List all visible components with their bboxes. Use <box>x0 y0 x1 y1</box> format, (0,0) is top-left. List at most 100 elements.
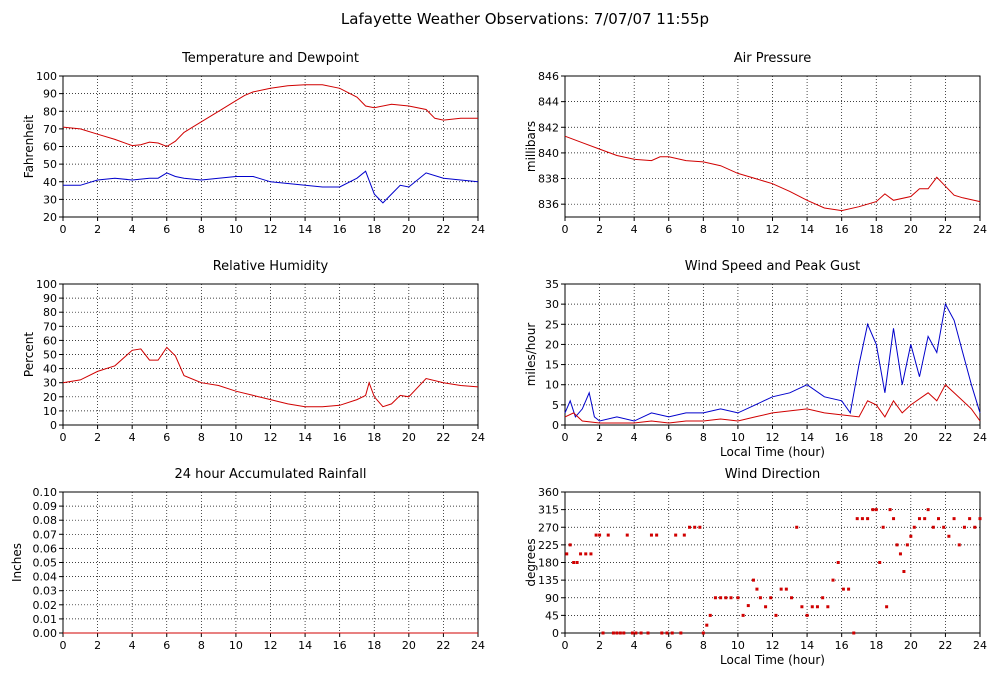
y-tick-label: 60 <box>43 334 57 347</box>
x-tick-label: 10 <box>731 431 745 444</box>
y-tick-label: 90 <box>43 88 57 101</box>
series-line-0 <box>564 135 981 212</box>
wind-direction-point <box>634 631 638 635</box>
x-tick-label: 18 <box>869 431 883 444</box>
x-tick-label: 24 <box>471 223 485 236</box>
chart-title: Wind Direction <box>725 467 821 482</box>
y-axis-label: Percent <box>22 332 36 377</box>
wind-direction-point <box>606 533 610 537</box>
y-axis-label: Fahrenheit <box>22 114 36 178</box>
x-tick-label: 2 <box>94 431 101 444</box>
wind-direction-point <box>713 596 717 600</box>
wind-direction-point <box>905 543 909 547</box>
wind-direction-point <box>630 631 634 635</box>
y-tick-label: 50 <box>43 349 57 362</box>
wind-direction-point <box>942 525 946 529</box>
x-tick-label: 22 <box>938 639 952 652</box>
grid <box>564 283 981 426</box>
x-tick-label: 22 <box>436 223 450 236</box>
x-tick-label: 0 <box>562 431 569 444</box>
y-tick-label: 10 <box>43 405 57 418</box>
series-line-0 <box>62 84 478 148</box>
x-tick-label: 2 <box>94 223 101 236</box>
wind-direction-point <box>682 533 686 537</box>
wind-direction-point <box>665 631 669 635</box>
y-tick-label: 0.07 <box>33 528 58 541</box>
y-tick-label: 60 <box>43 141 57 154</box>
y-tick-label: 70 <box>43 123 57 136</box>
chart-title: Air Pressure <box>734 51 812 66</box>
y-tick-label: 844 <box>538 96 559 109</box>
series-line-0 <box>62 346 479 408</box>
wind-direction-point <box>841 587 845 591</box>
y-tick-label: 225 <box>538 539 559 552</box>
y-tick-label: 80 <box>43 306 57 319</box>
wind-direction-point <box>724 596 728 600</box>
y-tick-label: 80 <box>43 105 57 118</box>
x-tick-label: 4 <box>129 639 136 652</box>
x-tick-label: 18 <box>367 639 381 652</box>
x-tick-label: 6 <box>163 223 170 236</box>
x-tick-label: 0 <box>562 639 569 652</box>
y-tick-label: 0.03 <box>33 585 58 598</box>
wind-direction-point <box>805 613 809 617</box>
x-tick-label: 10 <box>731 639 745 652</box>
y-tick-label: 10 <box>545 379 559 392</box>
wind-direction-point <box>790 596 794 600</box>
y-tick-label: 842 <box>538 121 559 134</box>
y-axis-label: millibars <box>524 121 538 172</box>
wind-direction-point <box>764 605 768 609</box>
wind-direction-point <box>973 525 977 529</box>
y-tick-label: 180 <box>538 557 559 570</box>
wind-direction-point <box>962 525 966 529</box>
y-tick-label: 0.05 <box>33 557 58 570</box>
x-tick-label: 22 <box>938 431 952 444</box>
wind-direction-point <box>852 631 856 635</box>
x-tick-label: 16 <box>835 431 849 444</box>
y-tick-label: 30 <box>43 377 57 390</box>
wind-direction-point <box>708 613 712 617</box>
x-tick-label: 12 <box>766 431 780 444</box>
y-tick-label: 0 <box>552 627 559 640</box>
wind-direction-point <box>912 525 916 529</box>
x-tick-label: 10 <box>229 223 243 236</box>
y-tick-label: 0.02 <box>33 599 58 612</box>
y-tick-label: 0.08 <box>33 514 58 527</box>
wind-direction-point <box>923 517 927 521</box>
wind-direction-point <box>670 631 674 635</box>
wind-direction-point <box>826 605 830 609</box>
wind-direction-point <box>705 623 709 627</box>
grid <box>564 491 981 634</box>
x-tick-label: 16 <box>835 639 849 652</box>
x-tick-label: 10 <box>731 223 745 236</box>
x-tick-label: 20 <box>402 431 416 444</box>
x-tick-label: 4 <box>129 431 136 444</box>
x-tick-label: 20 <box>904 431 918 444</box>
x-tick-label: 0 <box>60 639 67 652</box>
wind-direction-point <box>931 525 935 529</box>
wind-direction-point <box>746 604 750 608</box>
x-axis-label: Local Time (hour) <box>720 653 825 667</box>
x-tick-label: 18 <box>367 223 381 236</box>
wind-direction-point <box>741 613 745 617</box>
wind-direction-point <box>926 508 930 512</box>
wind-direction-point <box>957 543 961 547</box>
wind-direction-point <box>646 631 650 635</box>
wind-direction-point <box>625 533 629 537</box>
y-tick-label: 90 <box>545 592 559 605</box>
wind-direction-point <box>688 525 691 529</box>
wind-direction-point <box>902 570 906 574</box>
wind-direction-point <box>800 605 804 609</box>
y-tick-label: 846 <box>538 70 559 83</box>
wind-direction-point <box>655 533 659 537</box>
wind-direction-point <box>769 596 773 600</box>
wind-direction-point <box>952 517 956 521</box>
wind-direction-point <box>579 552 583 556</box>
y-tick-label: 0.01 <box>33 613 58 626</box>
x-tick-label: 18 <box>869 639 883 652</box>
wind-direction-point <box>947 534 951 538</box>
x-tick-label: 14 <box>298 431 312 444</box>
chart-title: Temperature and Dewpoint <box>181 51 359 66</box>
wind-direction-point <box>639 631 643 635</box>
